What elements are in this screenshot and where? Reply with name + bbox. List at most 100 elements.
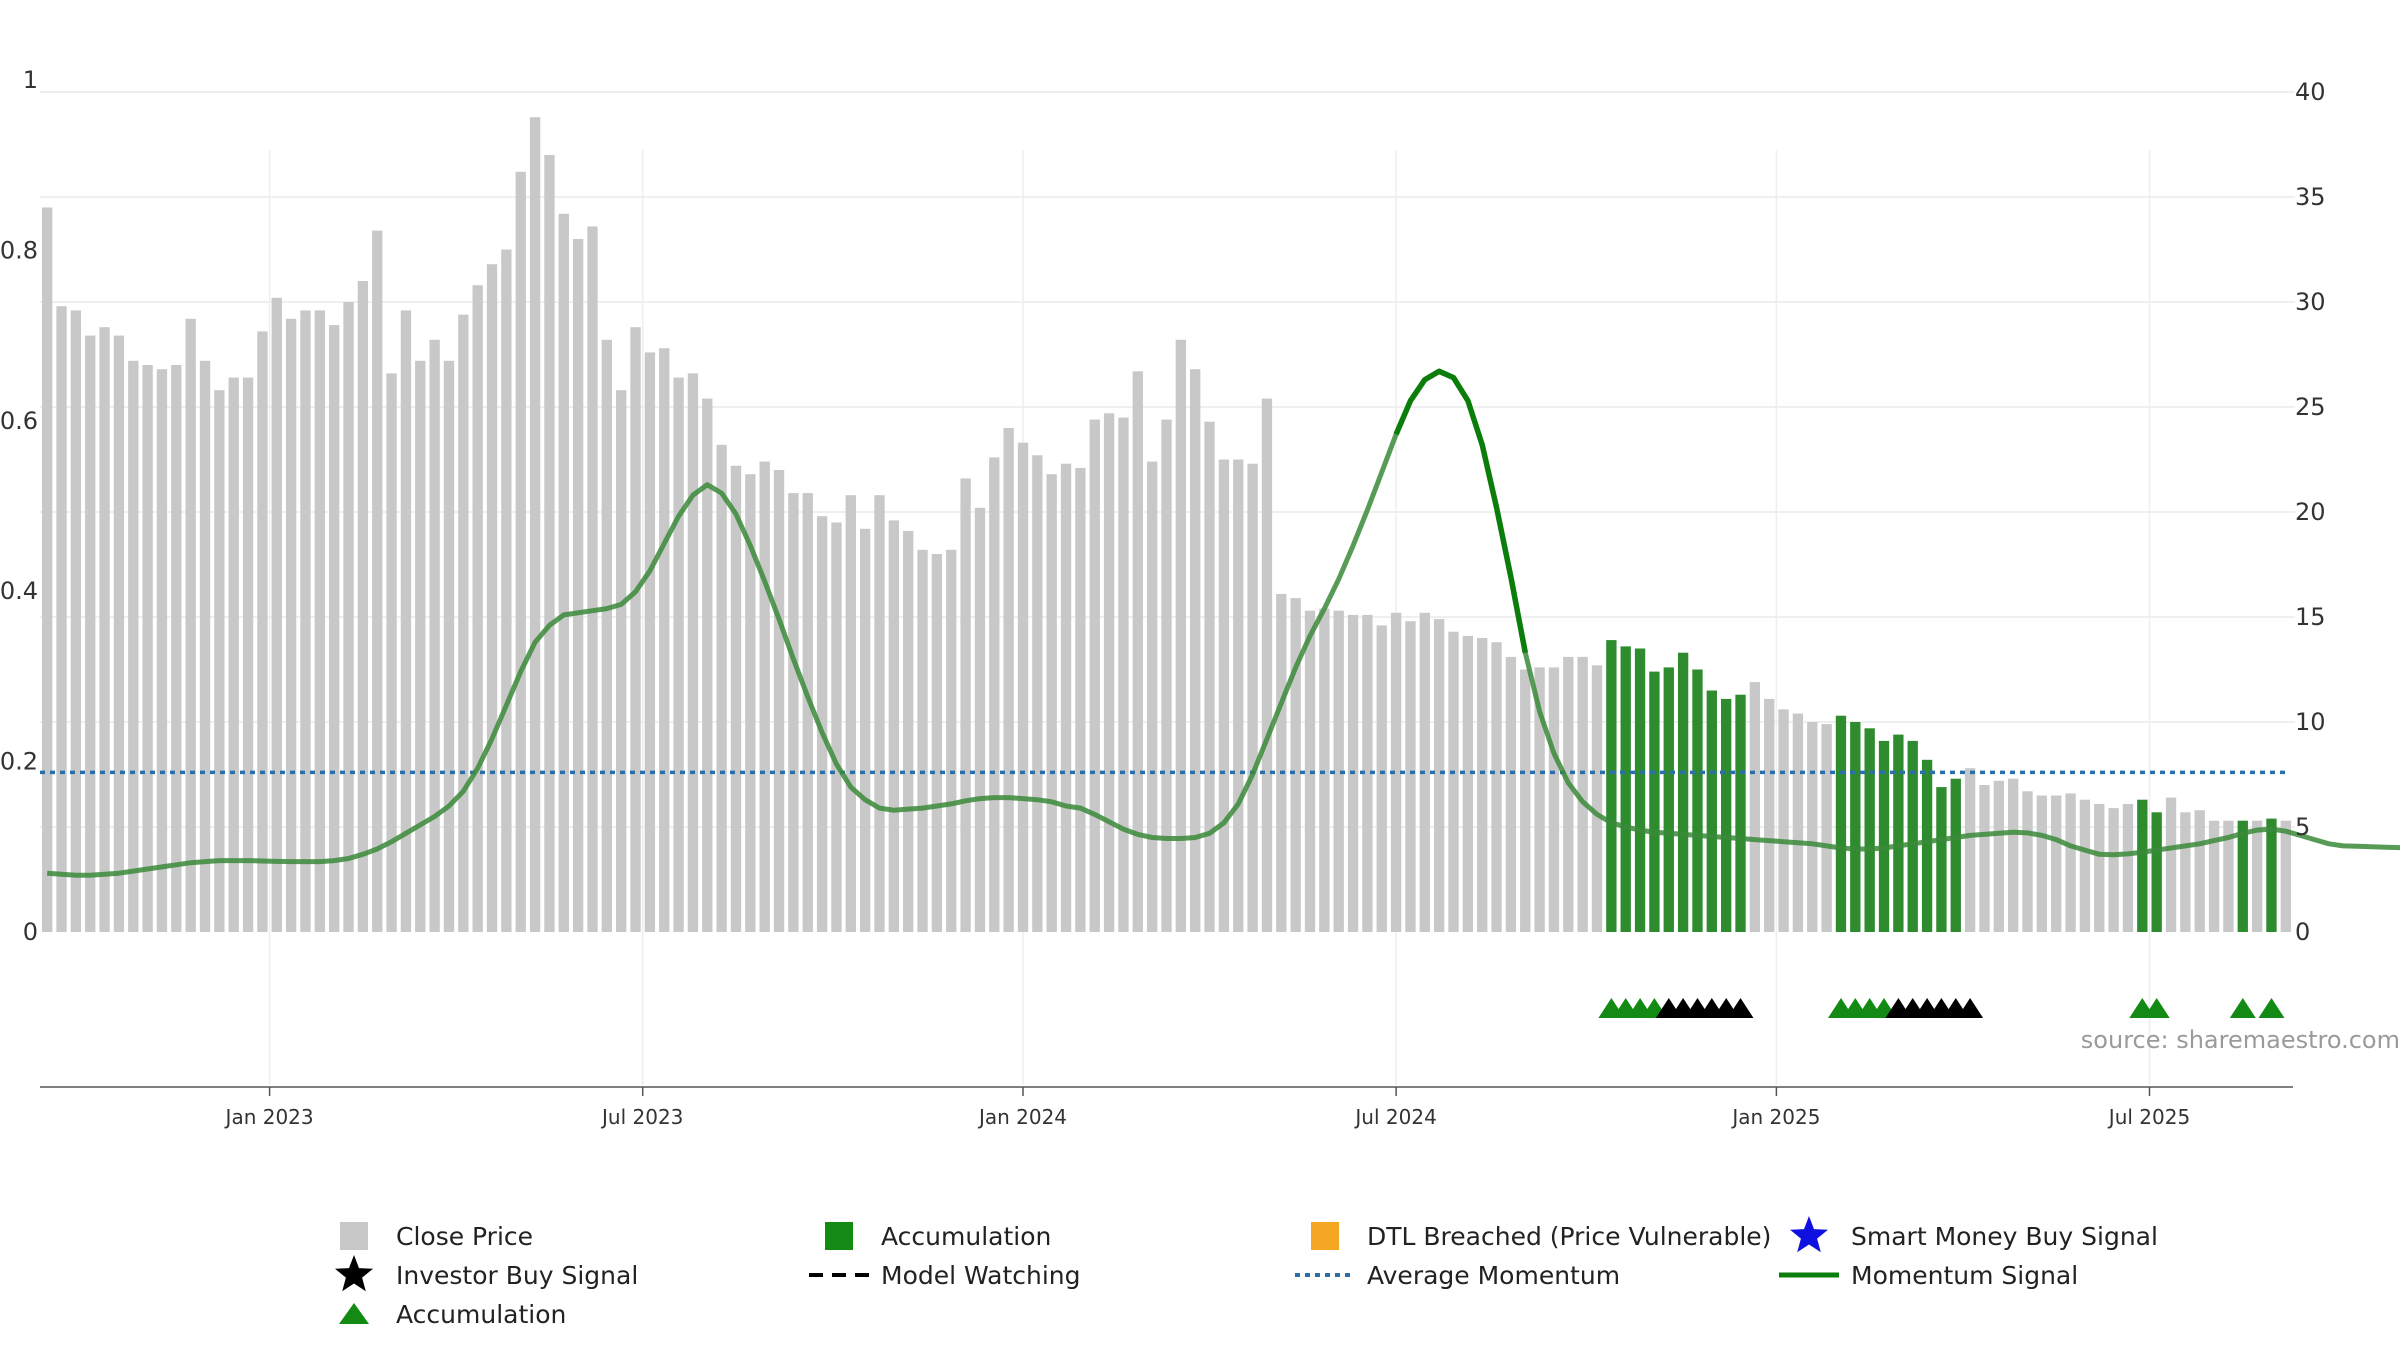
x-tick-label: Jan 2024 xyxy=(977,1105,1067,1129)
close-price-bar xyxy=(859,528,871,932)
close-price-bar xyxy=(2122,803,2134,932)
close-price-bar xyxy=(1577,656,1588,932)
momentum-signal-line xyxy=(47,368,2400,878)
close-price-bar xyxy=(1089,419,1100,933)
momentum-signal-line-strong xyxy=(1393,368,1529,654)
close-price-bar xyxy=(314,310,325,932)
close-price-bar xyxy=(616,390,627,932)
accumulation-bar xyxy=(1936,787,1947,932)
legend-label: Momentum Signal xyxy=(1851,1261,2078,1290)
close-price-bar xyxy=(1075,467,1086,932)
momentum-line-layer xyxy=(47,368,2400,878)
close-price-bar xyxy=(687,373,699,932)
accumulation-bar xyxy=(1893,734,1904,932)
close-price-bar xyxy=(415,360,426,932)
legend-item: Average Momentum xyxy=(1295,1261,1620,1290)
close-price-bar xyxy=(2108,808,2119,932)
close-price-bar xyxy=(1792,713,1804,932)
close-price-bar xyxy=(357,281,369,932)
close-price-bar xyxy=(1778,709,1789,932)
close-price-bar xyxy=(1821,724,1832,932)
close-price-bar xyxy=(1376,625,1387,932)
right-tick-label: 0 xyxy=(2295,918,2310,946)
legend-label: Average Momentum xyxy=(1367,1261,1620,1290)
close-price-bar xyxy=(974,507,986,932)
close-price-bar xyxy=(931,554,943,932)
close-price-bar xyxy=(1046,474,1057,932)
x-tick-label: Jul 2024 xyxy=(1353,1105,1436,1129)
x-tick-label: Jan 2023 xyxy=(224,1105,314,1129)
close-price-bar xyxy=(1290,598,1301,932)
close-price-bar xyxy=(2022,791,2033,932)
axes-layer: Jan 2023 Jul 2023 Jan 2024 Jul 2024 Jan 2025… xyxy=(0,66,2326,1129)
close-price-bar xyxy=(1190,369,1201,932)
close-price-bar xyxy=(242,377,254,933)
accumulation-bar xyxy=(1850,722,1861,932)
close-price-bar xyxy=(1161,419,1172,933)
close-price-bar xyxy=(443,360,455,932)
close-price-bar xyxy=(946,549,957,932)
close-price-bar xyxy=(2180,812,2191,932)
close-price-bar xyxy=(2008,778,2019,932)
close-price-bar xyxy=(257,331,268,932)
close-price-bar xyxy=(1218,459,1230,932)
close-price-bar xyxy=(802,493,813,932)
close-price-bar xyxy=(1390,612,1402,932)
accumulation-triangle xyxy=(2229,998,2256,1018)
close-price-bar xyxy=(113,335,125,933)
accumulation-bar xyxy=(1950,778,1961,932)
close-price-bar xyxy=(400,310,412,932)
close-price-bar xyxy=(788,493,799,932)
left-tick-label: 1 xyxy=(23,66,38,94)
close-price-bar xyxy=(1563,656,1574,932)
close-price-bar xyxy=(515,171,526,933)
close-price-bar xyxy=(1462,635,1474,932)
gray-square-icon xyxy=(340,1222,368,1250)
close-price-bar xyxy=(99,327,110,932)
close-price-bar xyxy=(1032,455,1043,932)
x-tick-label: Jul 2023 xyxy=(600,1105,683,1129)
close-price-bar xyxy=(2165,797,2177,932)
close-price-bar xyxy=(745,474,756,932)
close-price-bar xyxy=(903,530,914,932)
legend: Close Price Accumulation DTL Breached (Pri… xyxy=(335,1216,2158,1329)
legend-item: Model Watching xyxy=(809,1261,1081,1290)
close-price-bar xyxy=(716,444,727,932)
accumulation-triangle xyxy=(2143,998,2170,1018)
accumulation-bar xyxy=(2151,812,2162,932)
legend-label: Accumulation xyxy=(881,1222,1051,1251)
close-price-bar xyxy=(1060,463,1072,932)
close-price-bar xyxy=(56,306,67,932)
close-price-bar xyxy=(659,348,670,932)
left-tick-label: 0 xyxy=(23,918,38,946)
accumulation-bar xyxy=(2137,799,2148,932)
close-price-bar xyxy=(429,339,440,932)
close-price-bar xyxy=(644,352,656,932)
left-tick-label: 0.4 xyxy=(0,577,38,605)
left-tick-label: 0.2 xyxy=(0,748,38,776)
accumulation-triangle xyxy=(2258,998,2285,1018)
close-price-bar xyxy=(1433,619,1445,932)
legend-item: Accumulation xyxy=(825,1222,1051,1251)
close-price-bar xyxy=(2208,820,2220,932)
close-price-bar xyxy=(816,516,828,932)
close-price-bar xyxy=(1405,621,1416,932)
close-price-bar xyxy=(1276,593,1287,932)
close-price-bar xyxy=(199,360,211,932)
legend-label: Accumulation xyxy=(396,1300,566,1329)
close-price-bar xyxy=(128,360,139,932)
legend-item: Accumulation xyxy=(339,1300,566,1329)
close-price-bar xyxy=(1749,682,1761,932)
blue-star-icon xyxy=(1790,1216,1828,1253)
right-tick-label: 25 xyxy=(2295,393,2326,421)
close-price-bar xyxy=(372,230,383,933)
close-price-bar xyxy=(845,495,856,932)
legend-label: Close Price xyxy=(396,1222,533,1251)
accumulation-bar xyxy=(1663,667,1674,932)
close-price-bar xyxy=(1247,463,1258,932)
close-price-bar xyxy=(1520,669,1531,932)
accumulation-bar xyxy=(2237,820,2248,932)
close-price-bar xyxy=(2036,795,2048,932)
source-note: source: sharemaestro.com xyxy=(2081,1026,2400,1054)
